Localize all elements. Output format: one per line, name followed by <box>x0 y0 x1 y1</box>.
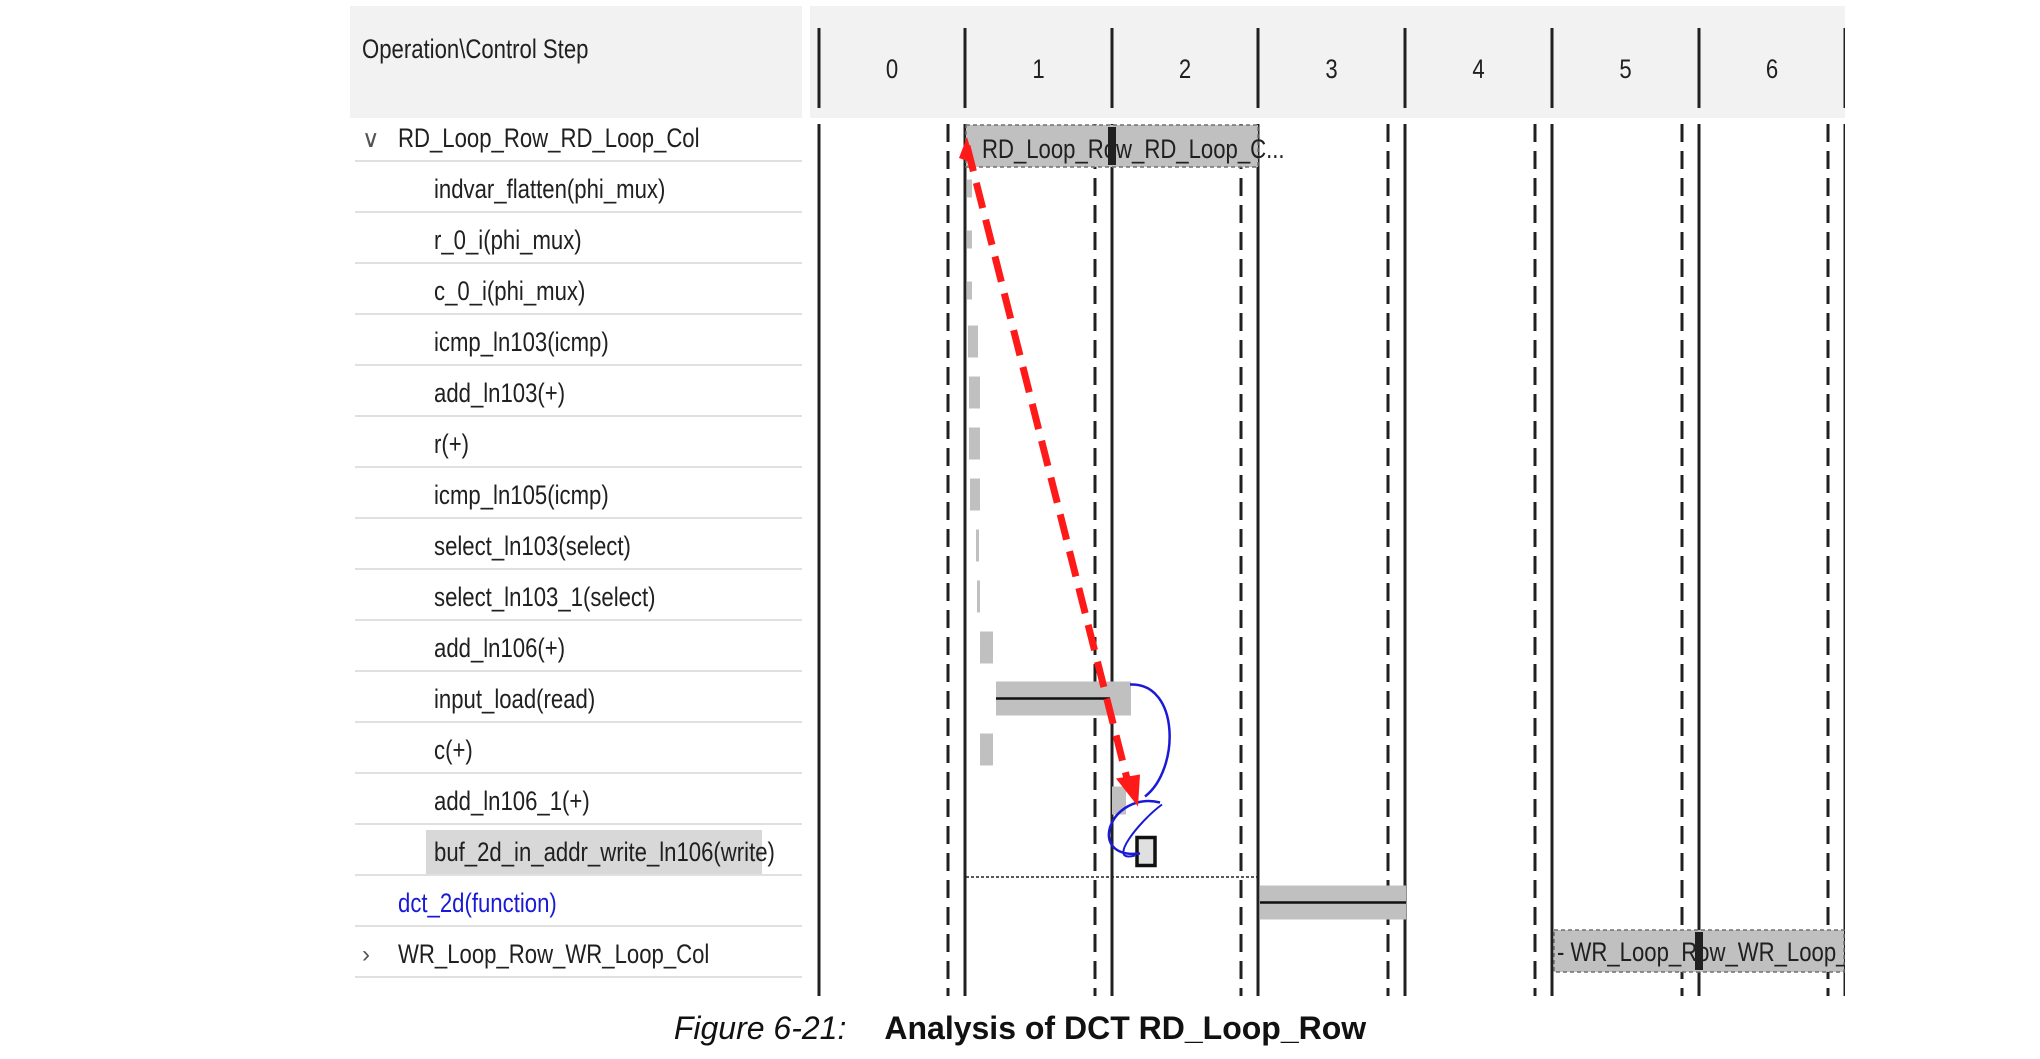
row-divider <box>355 415 802 417</box>
operation-row[interactable]: add_ln106(+) <box>350 622 802 672</box>
row-divider <box>355 721 802 723</box>
operation-header-label: Operation\Control Step <box>362 34 589 64</box>
row-label: r(+) <box>434 429 470 459</box>
row-divider <box>355 568 802 570</box>
dependency-curve <box>1129 683 1171 798</box>
operation-row[interactable]: icmp_ln105(icmp) <box>350 469 802 519</box>
row-divider <box>355 874 802 876</box>
dependency-curve <box>1122 803 1163 858</box>
row-label: add_ln103(+) <box>434 378 566 408</box>
operation-row[interactable]: select_ln103_1(select) <box>350 571 802 621</box>
operation-row[interactable]: add_ln106_1(+) <box>350 775 802 825</box>
write-op-box <box>1135 835 1157 868</box>
function-row[interactable]: dct_2d(function) <box>350 877 802 927</box>
row-divider <box>355 466 802 468</box>
row-label: c_0_i(phi_mux) <box>434 276 586 306</box>
operation-tree: Operation\Control Step ∨ RD_Loop_Row_RD_L… <box>350 6 802 996</box>
figure-title: Analysis of DCT RD_Loop_Row <box>884 1010 1367 1046</box>
row-divider <box>355 670 802 672</box>
operation-row[interactable]: indvar_flatten(phi_mux) <box>350 163 802 213</box>
row-divider <box>355 976 802 978</box>
row-divider <box>355 313 802 315</box>
step-number-label: 0 <box>886 55 898 85</box>
wr-loop-bar-label: - WR_Loop_Row_WR_Loop_... <box>1557 938 1845 968</box>
row-divider <box>355 823 802 825</box>
operation-row[interactable]: c_0_i(phi_mux) <box>350 265 802 315</box>
row-label: icmp_ln103(icmp) <box>434 327 609 357</box>
rd-loop-bar-divider <box>1108 127 1116 165</box>
chevron-down-icon[interactable]: ∨ <box>362 126 380 153</box>
operation-mark <box>976 529 979 562</box>
operation-mark <box>967 230 972 249</box>
row-divider <box>355 925 802 927</box>
operation-mark <box>977 580 980 613</box>
chevron-right-icon[interactable]: › <box>362 941 370 968</box>
loop-row[interactable]: ∨ RD_Loop_Row_RD_Loop_Col <box>350 112 802 162</box>
row-divider <box>355 517 802 519</box>
row-label: r_0_i(phi_mux) <box>434 225 582 255</box>
row-label: add_ln106(+) <box>434 633 566 663</box>
row-divider <box>355 262 802 264</box>
row-divider <box>355 211 802 213</box>
row-label: c(+) <box>434 735 473 765</box>
operation-mark <box>968 325 978 358</box>
row-label: input_load(read) <box>434 684 596 714</box>
operation-mark <box>1112 786 1126 815</box>
arrow-head <box>1116 774 1140 807</box>
operation-column-header[interactable]: Operation\Control Step <box>350 6 802 118</box>
row-label: RD_Loop_Row_RD_Loop_Col <box>398 123 700 153</box>
step-number-label: 4 <box>1472 55 1484 85</box>
schedule-viewer: Operation\Control Step ∨ RD_Loop_Row_RD_L… <box>350 6 1845 996</box>
figure-number: Figure 6-21: <box>673 1010 847 1046</box>
row-divider <box>355 619 802 621</box>
operation-row[interactable]: r_0_i(phi_mux) <box>350 214 802 264</box>
operation-row[interactable]: select_ln103(select) <box>350 520 802 570</box>
wr-loop-bar-divider <box>1695 932 1703 970</box>
row-label: icmp_ln105(icmp) <box>434 480 609 510</box>
step-number-label: 2 <box>1179 55 1191 85</box>
operation-mark <box>970 478 980 511</box>
row-divider <box>355 160 802 162</box>
operation-row[interactable]: c(+) <box>350 724 802 774</box>
row-label: dct_2d(function) <box>398 888 557 918</box>
step-number-label: 5 <box>1619 55 1631 85</box>
schedule-chart: 0 1 2 3 4 5 6 RD_Loop_Row_RD_Loop_C... - WR_Loop… <box>810 6 1845 996</box>
loop-row[interactable]: › WR_Loop_Row_WR_Loop_Col <box>350 928 802 978</box>
operation-mark <box>969 427 980 460</box>
operation-mark <box>980 733 993 766</box>
operation-mark <box>967 179 972 198</box>
row-label: add_ln106_1(+) <box>434 786 590 816</box>
row-label: select_ln103(select) <box>434 531 631 561</box>
row-divider <box>355 772 802 774</box>
row-label: WR_Loop_Row_WR_Loop_Col <box>398 939 710 969</box>
step-number-label: 3 <box>1325 55 1337 85</box>
operation-row[interactable]: buf_2d_in_addr_write_ln106(write) <box>350 826 802 876</box>
operation-mark <box>980 631 993 664</box>
step-header-band <box>810 6 1845 118</box>
step-number-label: 1 <box>1032 55 1044 85</box>
arrow-tail-head <box>959 137 975 164</box>
row-label: indvar_flatten(phi_mux) <box>434 174 666 204</box>
selection-highlight <box>426 830 762 874</box>
rd-loop-bar-label: RD_Loop_Row_RD_Loop_C... <box>982 135 1285 165</box>
step-number-label: 6 <box>1766 55 1778 85</box>
operation-mark <box>967 281 972 300</box>
row-label: buf_2d_in_addr_write_ln106(write) <box>434 837 775 867</box>
row-label: select_ln103_1(select) <box>434 582 656 612</box>
operation-row[interactable]: add_ln103(+) <box>350 367 802 417</box>
row-divider <box>355 364 802 366</box>
operation-mark <box>969 376 980 409</box>
figure-caption: Figure 6-21: Analysis of DCT RD_Loop_Row <box>0 1010 2040 1054</box>
operation-row[interactable]: input_load(read) <box>350 673 802 723</box>
critical-path-arrow <box>963 145 1132 784</box>
operation-row[interactable]: r(+) <box>350 418 802 468</box>
operation-row[interactable]: icmp_ln103(icmp) <box>350 316 802 366</box>
